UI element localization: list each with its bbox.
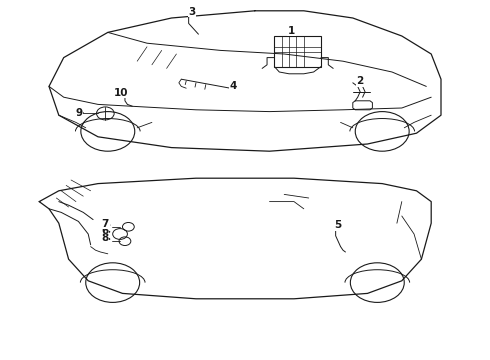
Text: 3: 3 xyxy=(189,6,196,17)
Text: 9: 9 xyxy=(76,108,83,118)
Text: 5: 5 xyxy=(335,220,342,230)
Text: 6: 6 xyxy=(102,226,109,236)
Text: 4: 4 xyxy=(229,81,237,91)
Bar xyxy=(274,36,321,67)
Text: 7: 7 xyxy=(101,219,109,229)
Text: 1: 1 xyxy=(288,26,295,36)
Text: 2: 2 xyxy=(357,76,364,86)
Text: 8: 8 xyxy=(102,233,109,243)
Text: 10: 10 xyxy=(114,88,129,98)
